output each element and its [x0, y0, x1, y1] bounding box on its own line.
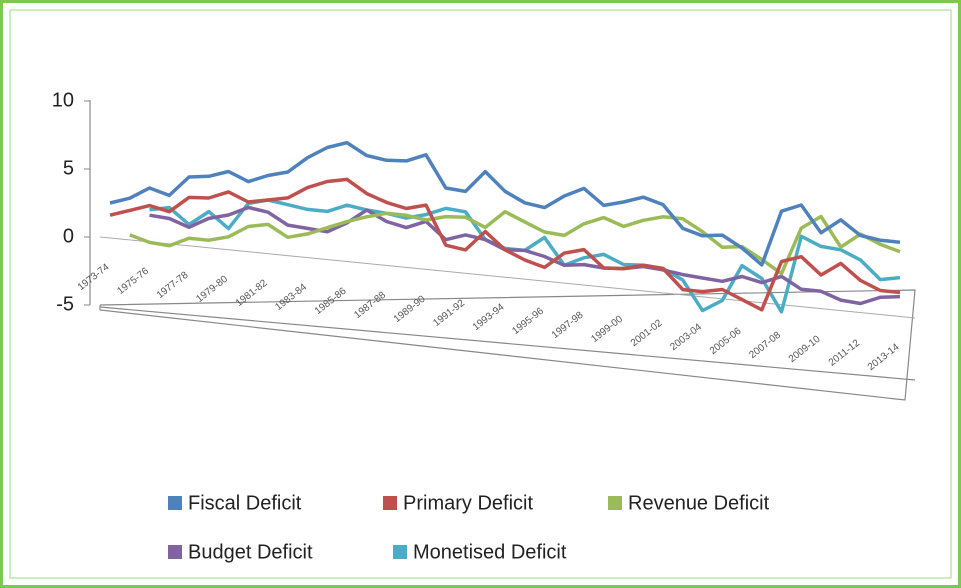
- legend-swatch: [168, 545, 182, 559]
- y-tick-label: 0: [63, 225, 74, 247]
- legend-swatch: [383, 496, 397, 510]
- floor: [99, 289, 916, 401]
- legend-label: Primary Deficit: [403, 492, 533, 514]
- legend-label: Monetised Deficit: [413, 541, 567, 563]
- legend-label: Budget Deficit: [188, 541, 313, 563]
- legend-label: Revenue Deficit: [628, 492, 770, 514]
- y-tick-label: 5: [63, 157, 74, 179]
- legend-swatch: [608, 496, 622, 510]
- inner-frame: [9, 9, 952, 579]
- y-tick-label: 10: [52, 89, 74, 111]
- series-line: [109, 177, 901, 312]
- y-tick-label: -5: [56, 293, 74, 315]
- series-line: [129, 209, 901, 276]
- series-line: [109, 140, 901, 267]
- legend-swatch: [168, 496, 182, 510]
- floor-edge: [99, 306, 916, 381]
- legend-label: Fiscal Deficit: [188, 492, 302, 514]
- legend-swatch: [393, 545, 407, 559]
